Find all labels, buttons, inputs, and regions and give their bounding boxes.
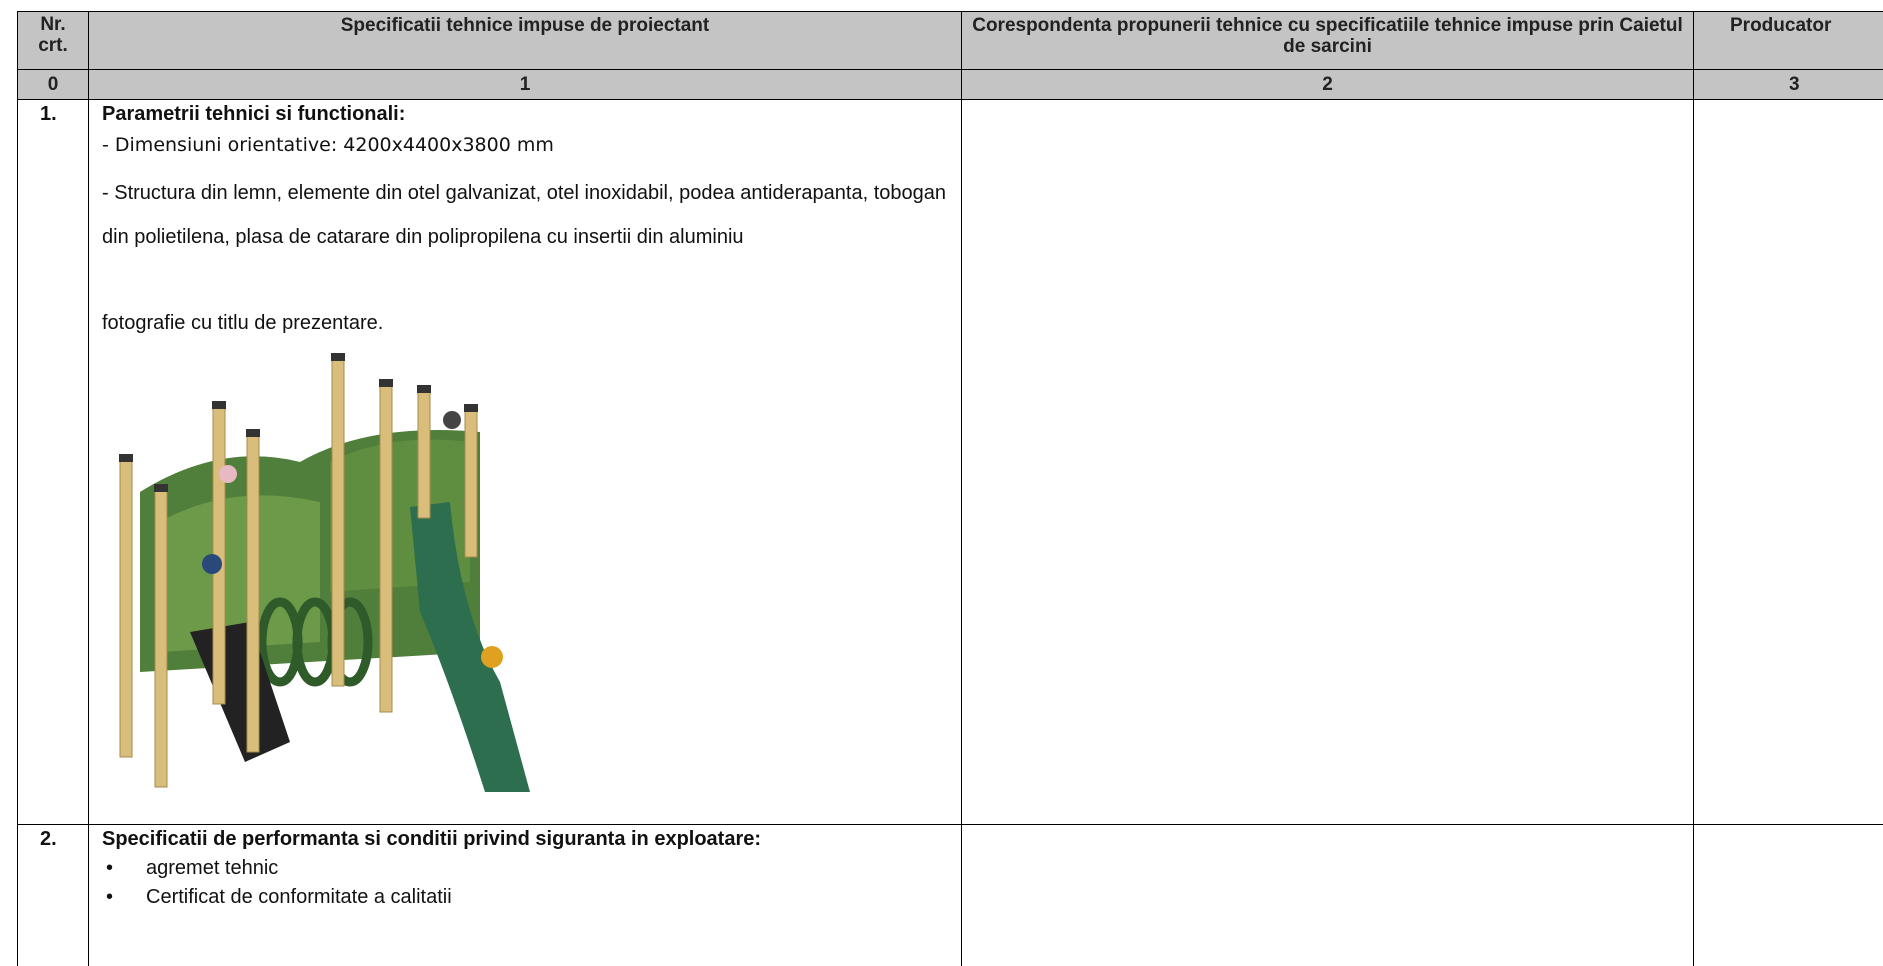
number-cell: 2	[961, 69, 1693, 99]
header-text: Producator	[1730, 15, 1832, 36]
photo-note: fotografie cu titlu de prezentare.	[102, 312, 384, 334]
number-cell: 3	[1693, 69, 1883, 99]
bullet: •	[106, 886, 114, 908]
column-number: 2	[1322, 74, 1333, 95]
column-number: 3	[1789, 74, 1800, 95]
column-number: 0	[47, 74, 59, 95]
cell	[961, 824, 1693, 966]
bullet: •	[106, 857, 114, 879]
number-cell: 1	[88, 69, 961, 99]
row-title: Parametrii tehnici si functionali:	[102, 103, 406, 125]
header-text: Specificatii tehnice impuse de proiectan…	[340, 15, 710, 36]
row-number: 2.	[40, 828, 57, 850]
cell	[17, 99, 88, 824]
header-text: Corespondenta propunerii tehnice cu spec…	[972, 15, 1683, 57]
bullet-text: agremet tehnic	[146, 857, 279, 879]
dimensions: - Dimensiuni orientative: 4200x4400x3800…	[102, 134, 554, 156]
cell	[1693, 99, 1883, 824]
number-cell: 0	[17, 69, 88, 99]
header-cell: Corespondenta propunerii tehnice cu spec…	[961, 11, 1693, 69]
structure-text: - Structura din lemn, elemente din otel …	[102, 182, 946, 248]
column-number: 1	[519, 74, 531, 95]
bullet-text: Certificat de conformitate a calitatii	[146, 886, 452, 908]
row-title: Specificatii de performanta si conditii …	[102, 828, 762, 850]
header-cell: Producator	[1693, 11, 1883, 69]
cell	[961, 99, 1693, 824]
header-cell: Nr. crt.	[17, 11, 88, 69]
header-cell: Specificatii tehnice impuse de proiectan…	[88, 11, 961, 69]
cell	[1693, 824, 1883, 966]
header-text: Nr. crt.	[38, 14, 68, 56]
cell	[17, 824, 88, 966]
row-number: 1.	[40, 103, 57, 125]
playground-illustration	[100, 352, 540, 794]
cell	[88, 824, 961, 966]
cell	[88, 99, 961, 824]
